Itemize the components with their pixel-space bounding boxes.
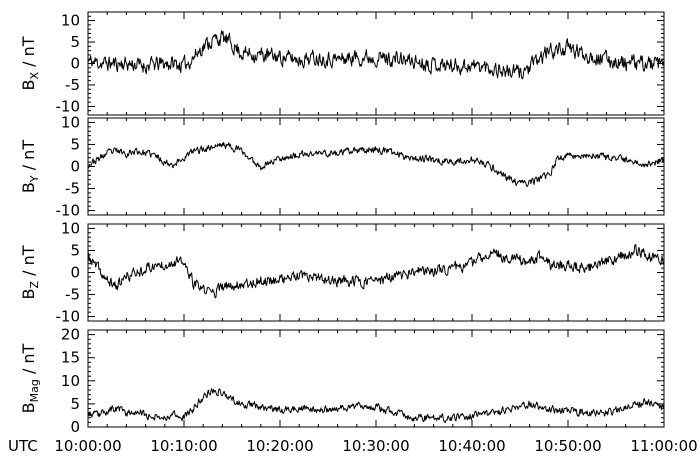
y-tick-label: 0 <box>70 158 80 176</box>
plot-frame <box>87 117 665 216</box>
y-axis-label: BZ / nT <box>19 245 41 299</box>
x-tick-label: 11:00:00 <box>630 437 697 455</box>
y-axis-label: BY / nT <box>19 140 41 193</box>
x-tick-label: 10:20:00 <box>246 437 313 455</box>
y-tick-label: 10 <box>61 372 80 390</box>
y-tick-label: -10 <box>56 308 81 326</box>
panel-by: 10 5 0 -5 -10 BY / nT <box>19 113 665 220</box>
series-line-bz <box>87 244 665 299</box>
plot-frame <box>87 329 665 428</box>
time-axis: UTC 10:00:00 10:10:00 10:20:00 10:30:00 10:4… <box>8 437 698 455</box>
x-tick-label: 10:40:00 <box>438 437 505 455</box>
y-tick-label: -5 <box>65 180 80 198</box>
x-tick-label: 10:30:00 <box>342 437 409 455</box>
y-tick-label: 10 <box>61 113 80 131</box>
y-tick-label: 5 <box>70 241 80 259</box>
plot-frame <box>87 223 665 322</box>
y-tick-label: 10 <box>61 219 80 237</box>
y-tick-label: 10 <box>61 12 80 30</box>
y-tick-label: 15 <box>61 349 80 367</box>
x-tick-label: 10:00:00 <box>54 437 121 455</box>
panels: 10 5 0 -5 -10 BX / nT 10 5 0 -5 -10 BY / nT 10 5 0 -5 -1… <box>19 11 665 436</box>
x-tick-label: 10:10:00 <box>150 437 217 455</box>
y-tick-label: 0 <box>70 264 80 282</box>
series-line-by <box>87 141 665 188</box>
y-tick-label: 5 <box>70 395 80 413</box>
y-tick-label: -10 <box>56 202 81 220</box>
plot-frame <box>87 11 665 116</box>
series-line-bx <box>87 30 665 80</box>
y-tick-label: 20 <box>61 326 80 344</box>
panel-bx: 10 5 0 -5 -10 BX / nT <box>19 11 665 116</box>
y-tick-label: 0 <box>70 55 80 73</box>
y-axis-label: BMag / nT <box>19 343 41 413</box>
series-line-bmag <box>87 388 665 424</box>
y-tick-label: -5 <box>65 76 80 94</box>
y-tick-label: -5 <box>65 286 80 304</box>
y-tick-label: 5 <box>70 135 80 153</box>
y-tick-label: 5 <box>70 33 80 51</box>
y-tick-label: -10 <box>56 97 81 115</box>
x-axis-name: UTC <box>8 437 38 455</box>
x-tick-label: 10:50:00 <box>534 437 601 455</box>
panel-bmag: 20 15 10 5 0 BMag / nT <box>19 326 665 436</box>
y-axis-label: BX / nT <box>19 36 41 90</box>
panel-bz: 10 5 0 -5 -10 BZ / nT <box>19 219 665 326</box>
y-tick-label: 0 <box>70 418 80 436</box>
